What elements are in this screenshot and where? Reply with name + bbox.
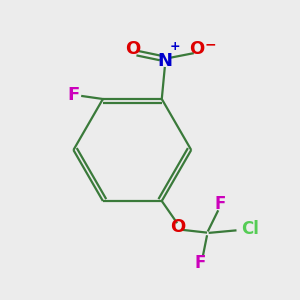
Text: N: N [157, 52, 172, 70]
Text: Cl: Cl [241, 220, 259, 238]
Text: F: F [67, 85, 80, 103]
Text: O: O [170, 218, 186, 236]
Text: O: O [190, 40, 205, 58]
Text: −: − [205, 38, 216, 52]
Text: O: O [125, 40, 140, 58]
Text: F: F [215, 195, 226, 213]
Text: +: + [170, 40, 181, 53]
Text: F: F [194, 254, 206, 272]
